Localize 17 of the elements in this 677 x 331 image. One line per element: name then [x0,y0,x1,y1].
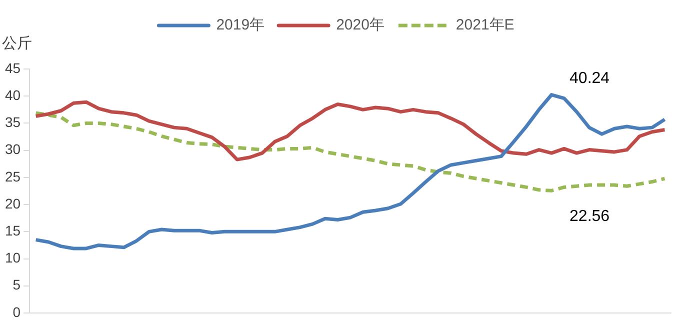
annotation: 22.56 [570,208,610,226]
annotation: 40.24 [570,70,610,88]
y-tick-label: 40 [4,86,21,103]
y-tick-label: 10 [4,250,21,266]
y-tick-label: 15 [4,222,21,239]
y-tick-label: 25 [4,168,21,184]
y-tick-label: 35 [4,114,21,130]
y-tick-label: 30 [4,141,21,158]
legend-label: 2020年 [336,16,384,34]
y-tick-label: 5 [12,276,21,293]
legend-label: 2021年E [456,16,514,34]
y-tick-label: 45 [4,60,21,76]
legend-label: 2019年 [216,16,265,34]
line-series [34,111,666,192]
y-tick-label: 0 [12,304,21,320]
y-axis-title: 公斤 [2,35,32,52]
y-tick-label: 20 [4,195,21,212]
